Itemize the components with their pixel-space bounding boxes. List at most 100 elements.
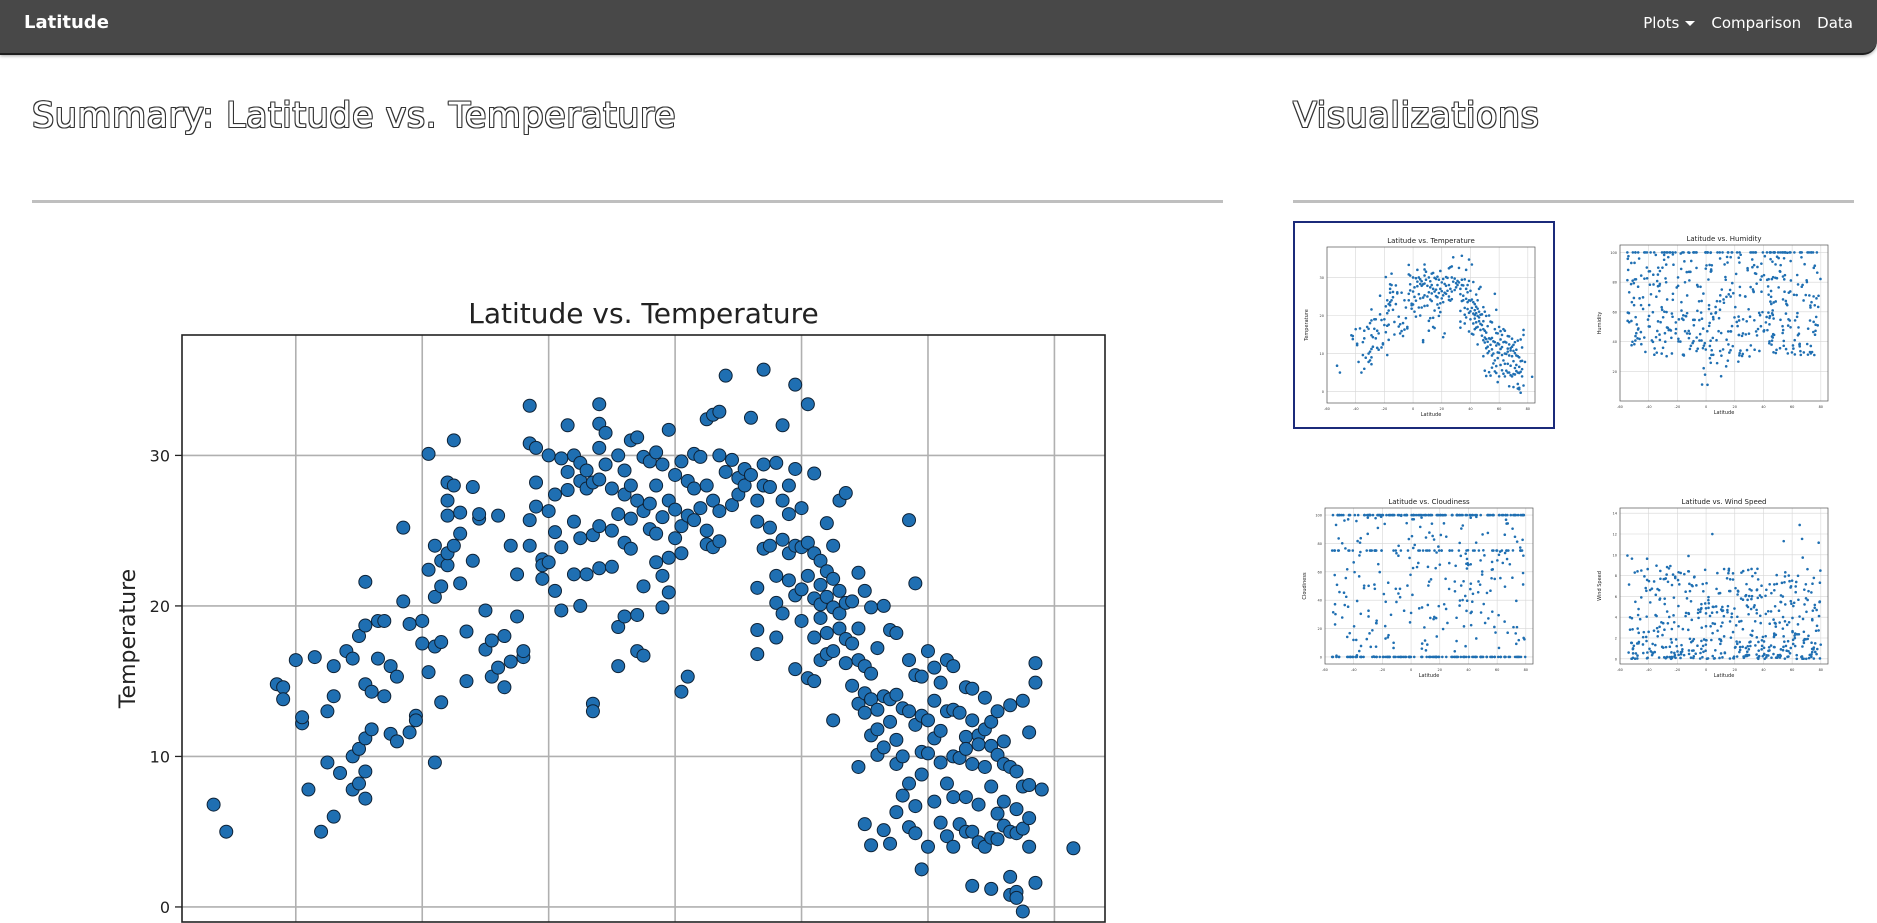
- thumb-point: [1626, 251, 1629, 254]
- thumb-point: [1358, 554, 1361, 557]
- data-point: [781, 478, 796, 493]
- thumb-point: [1412, 655, 1416, 659]
- thumbnail-humidity[interactable]: -60 -40 -20 0 20 40 60 80 20 40 60 80 100 Latitude vs…: [1588, 221, 1850, 429]
- thumb-point: [1668, 655, 1672, 659]
- thumb-point: [1810, 650, 1814, 654]
- data-point: [592, 519, 607, 534]
- data-point: [529, 440, 544, 455]
- thumb-point: [1772, 301, 1775, 304]
- thumb-point: [1439, 287, 1442, 291]
- thumb-point: [1380, 346, 1383, 349]
- nav-comparison-link[interactable]: Comparison: [1711, 14, 1802, 32]
- thumbnail-cloudiness[interactable]: -60 -40 -20 0 20 40 60 80 0 20 40 60 80 100 Latitude v…: [1293, 484, 1555, 692]
- thumb-point: [1720, 354, 1723, 357]
- thumb-point: [1437, 604, 1441, 608]
- thumb-point: [1508, 562, 1512, 566]
- data-point: [630, 607, 645, 622]
- thumb-y-tick-label: 20: [1613, 370, 1617, 374]
- thumb-point: [1472, 333, 1475, 336]
- thumb-point: [1811, 251, 1815, 254]
- data-point: [845, 594, 860, 609]
- thumb-point: [1469, 582, 1473, 585]
- thumb-point: [1677, 340, 1680, 343]
- thumb-point: [1461, 298, 1465, 302]
- thumb-point: [1515, 655, 1519, 659]
- thumb-point: [1670, 352, 1674, 355]
- thumb-point: [1427, 329, 1431, 333]
- thumb-point: [1658, 598, 1661, 601]
- thumb-point: [1687, 329, 1691, 333]
- thumb-point: [1418, 513, 1422, 517]
- thumb-point: [1670, 641, 1674, 644]
- y-tick-label: 30: [150, 446, 170, 465]
- thumb-point: [1753, 604, 1756, 607]
- data-point: [497, 629, 512, 644]
- thumb-point: [1786, 324, 1790, 327]
- thumb-point: [1473, 317, 1477, 320]
- thumb-point: [1749, 644, 1752, 648]
- nav-data-link[interactable]: Data: [1817, 14, 1853, 32]
- thumb-point: [1462, 580, 1465, 583]
- thumb-point: [1670, 312, 1674, 315]
- thumb-point: [1699, 651, 1702, 655]
- thumb-point: [1412, 513, 1416, 517]
- thumbnail-wind-speed[interactable]: -60 -40 -20 0 20 40 60 80 0 2 4 6 8 10 12 14 Latitude vs…: [1588, 484, 1850, 692]
- thumb-point: [1364, 356, 1368, 360]
- thumb-point: [1735, 640, 1738, 643]
- data-point: [889, 805, 904, 820]
- thumb-point: [1428, 316, 1432, 320]
- thumb-point: [1809, 306, 1812, 309]
- data-point: [762, 538, 777, 553]
- thumb-point: [1403, 328, 1406, 331]
- thumb-point: [1668, 645, 1672, 649]
- thumb-point: [1646, 651, 1649, 654]
- thumb-point: [1802, 641, 1806, 645]
- thumb-point: [1348, 513, 1352, 517]
- thumb-point: [1469, 310, 1472, 313]
- thumb-point: [1689, 640, 1693, 644]
- thumb-point: [1645, 639, 1648, 643]
- thumb-point: [1789, 326, 1792, 329]
- thumb-point: [1636, 654, 1639, 657]
- thumb-point: [1517, 388, 1521, 391]
- thumb-point: [1790, 351, 1794, 354]
- thumb-point: [1700, 383, 1704, 386]
- thumb-point: [1376, 562, 1380, 566]
- thumb-point: [1804, 293, 1808, 297]
- thumb-point: [1515, 599, 1518, 603]
- nav-plots-dropdown[interactable]: Plots: [1643, 14, 1696, 32]
- thumb-x-tick-label: -60: [1617, 405, 1623, 409]
- thumb-point: [1461, 294, 1465, 298]
- thumb-point: [1806, 353, 1810, 356]
- brand-link[interactable]: Latitude: [24, 12, 109, 33]
- thumb-point: [1712, 317, 1715, 321]
- thumb-point: [1429, 578, 1433, 581]
- thumb-point: [1645, 578, 1649, 582]
- thumb-point: [1453, 650, 1457, 653]
- thumb-point: [1761, 251, 1765, 254]
- thumb-point: [1781, 251, 1785, 254]
- thumb-point: [1420, 516, 1423, 519]
- thumb-point: [1406, 325, 1409, 329]
- thumb-point: [1793, 644, 1797, 648]
- thumb-point: [1806, 327, 1810, 330]
- thumb-point: [1764, 594, 1767, 598]
- data-point: [819, 516, 834, 531]
- thumb-point: [1354, 638, 1358, 642]
- thumb-point: [1644, 350, 1647, 354]
- thumb-x-tick-label: 60: [1497, 407, 1501, 411]
- thumb-point: [1784, 571, 1787, 574]
- thumb-point: [1626, 278, 1629, 282]
- thumb-point: [1789, 259, 1792, 263]
- data-point: [314, 824, 329, 839]
- thumb-point: [1395, 290, 1399, 294]
- thumbnail-temperature[interactable]: -60 -40 -20 0 20 40 60 80 0 10 20 30 Latitude vs. Te…: [1293, 221, 1555, 429]
- thumb-point: [1387, 309, 1390, 312]
- thumb-point: [1390, 283, 1393, 287]
- data-point: [541, 555, 556, 570]
- data-point: [560, 464, 575, 479]
- data-point: [743, 467, 758, 482]
- thumb-point: [1396, 513, 1400, 517]
- thumb-point: [1781, 627, 1785, 630]
- thumb-point: [1378, 313, 1382, 316]
